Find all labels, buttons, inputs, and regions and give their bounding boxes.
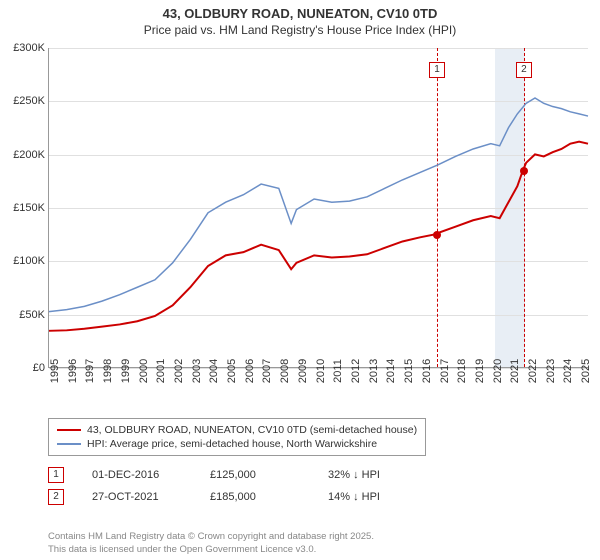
legend-label-1: HPI: Average price, semi-detached house,… <box>87 438 377 450</box>
marker-price-1: £125,000 <box>210 469 300 481</box>
chart-lines-svg <box>49 48 588 367</box>
legend-row-series-1: HPI: Average price, semi-detached house,… <box>57 437 417 451</box>
y-axis-label: £300K <box>13 42 45 54</box>
legend-label-0: 43, OLDBURY ROAD, NUNEATON, CV10 0TD (se… <box>87 424 417 436</box>
y-axis-label: £50K <box>19 309 45 321</box>
attribution-line1: Contains HM Land Registry data © Crown c… <box>48 531 374 543</box>
series-line-0 <box>49 142 588 331</box>
marker-row-1: 1 01-DEC-2016 £125,000 32% ↓ HPI <box>48 464 588 486</box>
chart-title-line1: 43, OLDBURY ROAD, NUNEATON, CV10 0TD <box>0 6 600 21</box>
y-axis-label: £0 <box>33 362 45 374</box>
legend-box: 43, OLDBURY ROAD, NUNEATON, CV10 0TD (se… <box>48 418 588 508</box>
chart-container: £0£50K£100K£150K£200K£250K£300K199519961… <box>48 48 588 368</box>
marker-delta-1: 32% ↓ HPI <box>328 469 418 481</box>
plot-area: £0£50K£100K£150K£200K£250K£300K199519961… <box>48 48 588 368</box>
marker-dot-2 <box>520 167 528 175</box>
marker-dot-1 <box>433 231 441 239</box>
marker-table: 1 01-DEC-2016 £125,000 32% ↓ HPI 2 27-OC… <box>48 464 588 508</box>
marker-flag-chart-1: 1 <box>429 62 445 78</box>
marker-flag-1: 1 <box>48 467 64 483</box>
attribution-line2: This data is licensed under the Open Gov… <box>48 544 374 556</box>
marker-delta-2: 14% ↓ HPI <box>328 491 418 503</box>
marker-price-2: £185,000 <box>210 491 300 503</box>
legend-swatch-1 <box>57 443 81 445</box>
y-axis-label: £250K <box>13 95 45 107</box>
marker-flag-2: 2 <box>48 489 64 505</box>
y-axis-label: £200K <box>13 149 45 161</box>
marker-date-1: 01-DEC-2016 <box>92 469 182 481</box>
chart-title-line2: Price paid vs. HM Land Registry's House … <box>0 23 600 37</box>
legend-swatch-0 <box>57 429 81 431</box>
marker-date-2: 27-OCT-2021 <box>92 491 182 503</box>
series-legend: 43, OLDBURY ROAD, NUNEATON, CV10 0TD (se… <box>48 418 426 456</box>
y-axis-label: £150K <box>13 202 45 214</box>
marker-row-2: 2 27-OCT-2021 £185,000 14% ↓ HPI <box>48 486 588 508</box>
y-axis-label: £100K <box>13 255 45 267</box>
marker-flag-chart-2: 2 <box>516 62 532 78</box>
legend-row-series-0: 43, OLDBURY ROAD, NUNEATON, CV10 0TD (se… <box>57 423 417 437</box>
chart-title-block: 43, OLDBURY ROAD, NUNEATON, CV10 0TD Pri… <box>0 0 600 37</box>
attribution-text: Contains HM Land Registry data © Crown c… <box>48 531 374 556</box>
